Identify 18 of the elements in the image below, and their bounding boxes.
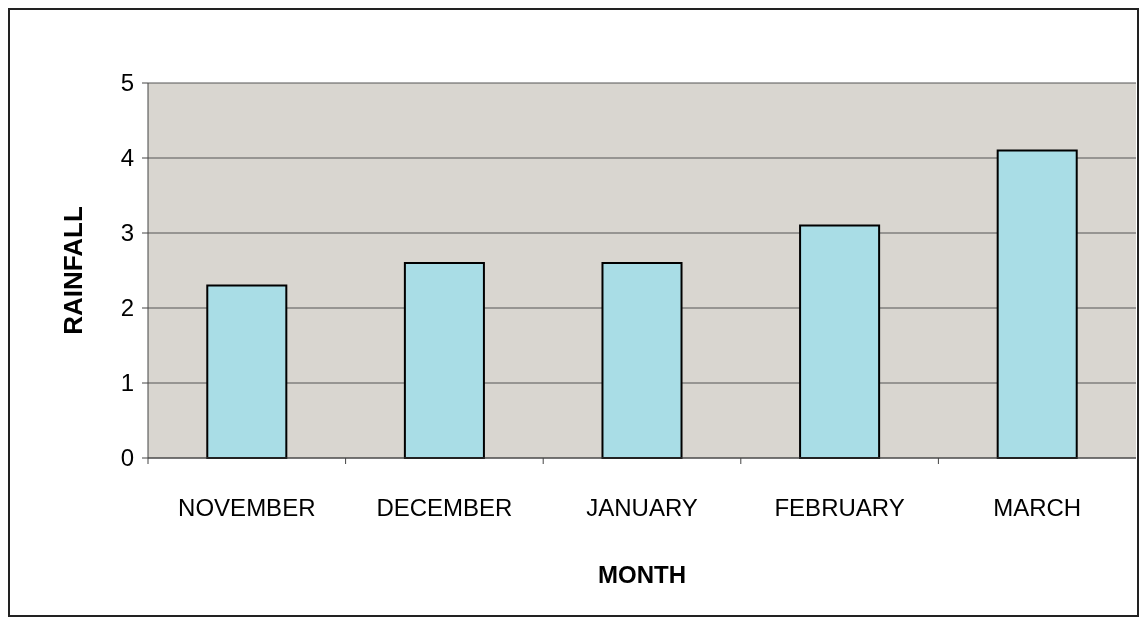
y-tick-label: 3 [120,219,134,247]
y-tick-label: 0 [120,444,134,472]
bar [206,284,288,459]
x-tick-label: FEBRUARY [774,494,905,521]
bar [601,262,683,459]
y-axis-title: RAINFALL [58,206,88,335]
bar [403,262,485,459]
x-tick-label: MARCH [993,494,1082,521]
bar [996,149,1078,459]
x-tick-label: NOVEMBER [178,494,316,521]
bar [799,224,881,459]
y-tick-label: 4 [120,144,134,172]
x-tick-label: JANUARY [586,494,698,521]
x-axis-title: MONTH [598,561,686,588]
x-tick-label: DECEMBER [376,494,513,521]
y-tick-label: 2 [120,294,134,322]
y-tick-label: 5 [120,69,134,97]
y-tick-label: 1 [120,369,134,397]
